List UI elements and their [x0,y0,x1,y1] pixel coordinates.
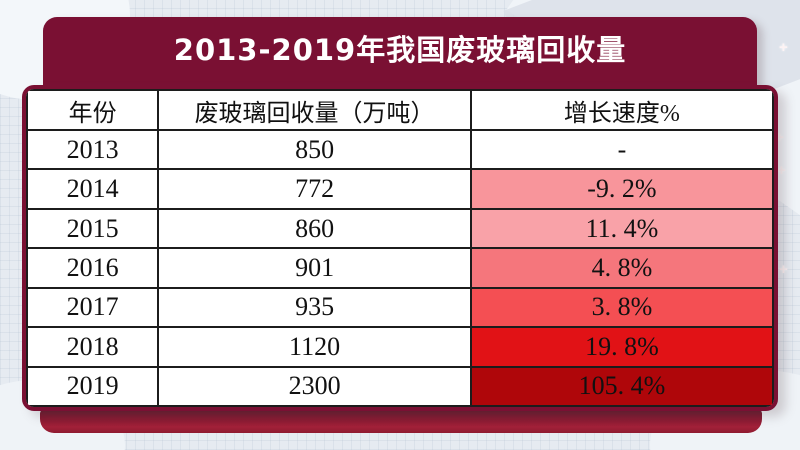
growth-cell: 11. 4% [469,207,774,250]
growth-cell: -9. 2% [469,168,774,210]
growth-cell: 105. 4% [469,365,774,407]
year-cell: 2014 [26,168,160,210]
year-cell: 2019 [26,365,160,407]
growth-cell: 4. 8% [469,247,774,289]
header-row: 年份 废玻璃回收量（万吨） 增长速度% [26,89,774,131]
footer-bar [40,408,762,433]
recycling-table: 年份 废玻璃回收量（万吨） 增长速度% 2013 850 - 2014 772 … [26,89,774,407]
table-row: 2018 1120 19. 8% [26,326,774,368]
volume-cell: 2300 [157,365,472,407]
year-cell: 2016 [26,247,160,289]
page-title: 2013-2019年我国废玻璃回收量 [173,33,627,67]
year-cell: 2013 [26,128,160,171]
year-cell: 2015 [26,207,160,250]
header-cell-year: 年份 [26,89,160,131]
table-row: 2015 860 11. 4% [26,207,774,250]
table-row: 2019 2300 105. 4% [26,365,774,407]
volume-cell: 901 [157,247,472,289]
table-row: 2016 901 4. 8% [26,247,774,289]
table-row: 2014 772 -9. 2% [26,168,774,210]
volume-cell: 1120 [157,326,472,368]
header-cell-growth: 增长速度% [469,89,774,131]
volume-cell: 850 [157,128,472,171]
year-cell: 2018 [26,326,160,368]
title-banner: 2013-2019年我国废玻璃回收量 [43,17,757,95]
table-card: 年份 废玻璃回收量（万吨） 增长速度% 2013 850 - 2014 772 … [22,85,778,411]
sparkle-icon: + [779,261,788,278]
table-row: 2013 850 - [26,128,774,171]
growth-cell: - [469,128,774,171]
growth-cell: 3. 8% [469,286,774,329]
growth-cell: 19. 8% [469,326,774,368]
volume-cell: 935 [157,286,472,329]
year-cell: 2017 [26,286,160,329]
header-cell-volume: 废玻璃回收量（万吨） [157,89,472,131]
sparkle-icon: + [777,162,786,179]
sparkle-icon: + [779,39,788,56]
table-row: 2017 935 3. 8% [26,286,774,329]
volume-cell: 772 [157,168,472,210]
volume-cell: 860 [157,207,472,250]
